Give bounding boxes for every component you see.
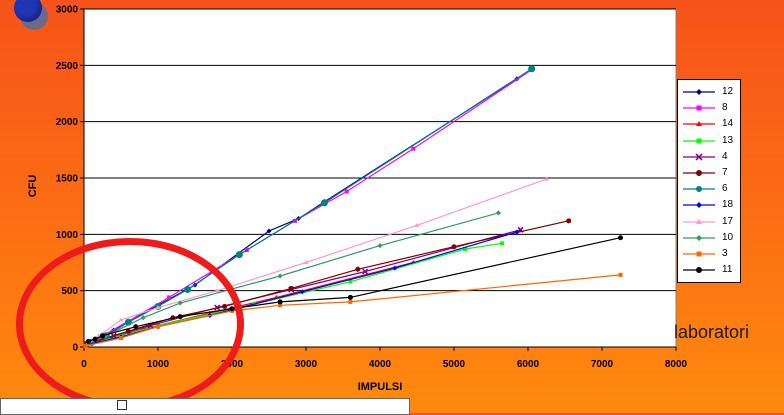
data-point [566,218,572,224]
bottom-bar [0,398,410,415]
y-tick-label: 1500 [56,174,79,185]
data-point [392,265,398,271]
data-point [696,234,702,241]
data-point [544,176,549,181]
data-point [288,285,294,291]
legend-item: 17 [678,214,740,230]
y-axis-label: CFU [27,175,39,198]
legend-label: 14 [722,118,734,130]
legend-swatch [683,138,715,144]
data-point [463,246,468,251]
legend-label: 12 [722,86,734,97]
data-point [362,268,369,275]
y-tick-label: 1000 [56,230,79,241]
data-point [695,153,703,161]
legend-item: 12 [678,84,740,100]
data-point [451,244,457,250]
legend-item: 3 [678,246,740,262]
data-point [696,105,702,111]
data-point [266,228,272,234]
data-point [344,189,349,194]
legend-item: 14 [678,116,740,132]
legend-swatch [683,251,715,257]
data-point [696,170,702,176]
data-point [377,243,383,249]
legend-label: 3 [722,248,728,259]
legend-label: 13 [722,134,734,146]
data-point [411,146,416,151]
legend-label: 17 [722,215,734,227]
legend-item: 11 [678,262,740,278]
legend-label: 11 [722,264,733,276]
side-caption: laboratori [674,322,750,342]
legend-swatch [683,153,715,161]
data-point [696,251,702,257]
legend-swatch [683,170,715,176]
data-point [321,199,328,207]
legend-item: 7 [678,165,740,181]
legend-label: 18 [722,199,734,211]
data-point [696,138,702,144]
legend-label: 6 [722,183,728,195]
data-point [278,303,283,308]
data-point [495,210,501,216]
legend-label: 10 [722,231,734,243]
data-point [348,279,353,284]
data-point [355,266,361,272]
data-point [277,299,283,305]
legend-label: 4 [722,150,728,162]
x-tick-label: 7000 [591,359,614,370]
legend-swatch [683,121,715,127]
data-point [618,272,623,277]
x-tick-label: 6000 [517,359,540,370]
x-tick-label: 5000 [443,359,466,370]
chart-legend: 12 8 14 13 4 7 6 18 17 10 3 11 [677,79,741,283]
x-tick-label: 2000 [221,359,244,370]
data-point [528,65,536,73]
data-point [696,267,702,274]
data-point [696,121,702,127]
data-point [277,273,283,279]
legend-label: 8 [722,102,728,114]
data-point [696,202,702,209]
checkbox-icon[interactable] [117,400,127,410]
data-point [235,251,243,259]
legend-item: 10 [678,230,740,246]
y-tick-label: 2500 [56,61,79,72]
data-point [348,299,353,304]
data-point [303,260,309,264]
y-tick-label: 2000 [56,117,79,128]
legend-item: 8 [678,100,740,116]
legend-item: 18 [678,197,740,213]
legend-swatch [683,105,715,111]
legend-label: 7 [722,167,728,178]
decorative-dot [14,0,42,22]
legend-swatch [683,202,715,209]
y-tick-label: 3000 [56,5,79,16]
data-point [500,241,505,246]
data-point [514,229,520,235]
x-tick-label: 8000 [665,359,688,370]
x-tick-label: 3000 [295,359,318,370]
legend-swatch [683,89,715,95]
legend-swatch [683,234,715,241]
highlight-oval [16,238,244,410]
data-point [696,186,702,193]
data-point [696,218,702,224]
legend-item: 4 [678,149,740,165]
legend-item: 13 [678,133,740,149]
legend-swatch [683,186,715,193]
legend-swatch [683,218,715,224]
x-tick-label: 4000 [369,359,392,370]
data-point [618,235,623,241]
data-point [696,89,702,95]
data-point [347,294,353,300]
legend-item: 6 [678,181,740,197]
x-axis-label: IMPULSI [358,381,403,393]
data-point [299,289,305,295]
data-point [414,222,420,227]
legend-swatch [683,267,715,274]
